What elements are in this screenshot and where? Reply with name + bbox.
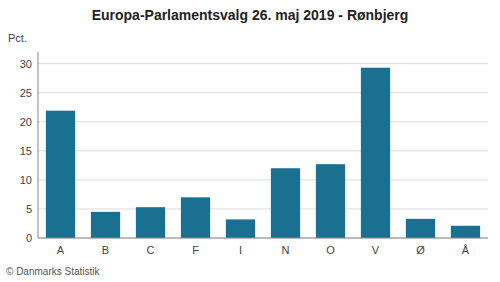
bar (136, 207, 165, 238)
x-tick-label: I (239, 244, 242, 256)
grid-line (38, 238, 488, 239)
x-axis-line (38, 238, 488, 239)
grid-line (38, 208, 488, 209)
y-tick-label: 0 (26, 232, 32, 244)
y-tick-label: 10 (20, 174, 32, 186)
x-tick-label: Å (462, 244, 470, 256)
grid-line (38, 150, 488, 151)
bar (361, 68, 390, 238)
x-tick-label: Ø (416, 244, 425, 256)
bars (46, 68, 480, 238)
x-tick-label: A (57, 244, 65, 256)
bar (451, 226, 480, 238)
y-tick-label: 15 (20, 145, 32, 157)
grid-line (38, 121, 488, 122)
x-tick-label: C (147, 244, 155, 256)
y-axis-label: Pct. (8, 32, 27, 44)
x-tick-label: V (372, 244, 380, 256)
y-tick-label: 25 (20, 87, 32, 99)
y-tick-label: 20 (20, 116, 32, 128)
grid (38, 64, 488, 238)
bar (46, 111, 75, 238)
y-axis-line (38, 52, 39, 238)
x-tick-label: O (326, 244, 335, 256)
grid-line (38, 179, 488, 180)
bar (406, 219, 435, 238)
bar (91, 212, 120, 238)
title: Europa-Parlamentsvalg 26. maj 2019 - Røn… (92, 7, 409, 23)
grid-line (38, 63, 488, 64)
grid-line (38, 92, 488, 93)
bar (316, 164, 345, 238)
chart: Europa-Parlamentsvalg 26. maj 2019 - Røn… (0, 0, 500, 282)
y-tick-label: 30 (20, 58, 32, 70)
x-tick-label: F (192, 244, 199, 256)
y-tick-label: 5 (26, 203, 32, 215)
bar (226, 219, 255, 238)
footer: © Danmarks Statistik (6, 266, 101, 277)
bar (181, 197, 210, 238)
x-tick-label: N (282, 244, 290, 256)
bar (271, 168, 300, 238)
x-tick-label: B (102, 244, 109, 256)
